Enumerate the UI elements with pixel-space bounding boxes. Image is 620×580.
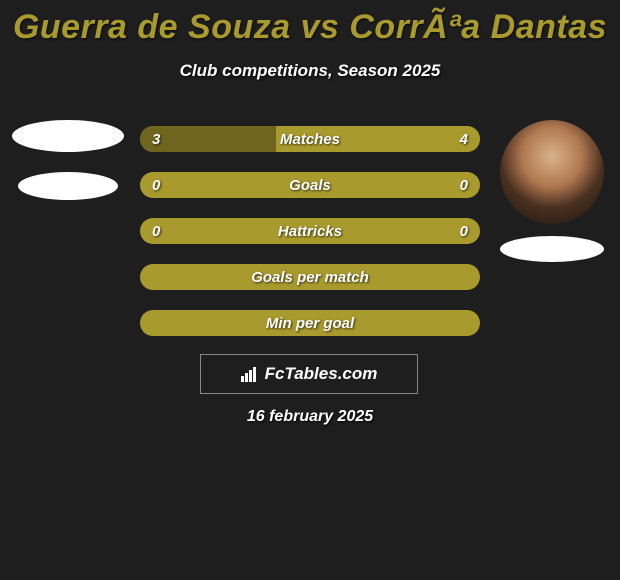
date-text: 16 february 2025: [0, 408, 620, 426]
stat-row-goals-per-match: Goals per match: [140, 264, 480, 290]
stat-label: Matches: [140, 126, 480, 152]
subtitle: Club competitions, Season 2025: [0, 61, 620, 81]
right-player-avatar: [500, 120, 604, 224]
stat-label: Hattricks: [140, 218, 480, 244]
stat-row-goals: 0 Goals 0: [140, 172, 480, 198]
stat-row-min-per-goal: Min per goal: [140, 310, 480, 336]
chart-icon: [241, 366, 261, 382]
stat-label: Goals per match: [140, 264, 480, 290]
brand-box: FcTables.com: [200, 354, 418, 394]
stat-row-hattricks: 0 Hattricks 0: [140, 218, 480, 244]
stat-right-value: 0: [460, 218, 468, 244]
brand-text: FcTables.com: [265, 364, 378, 384]
right-player-column: [492, 120, 612, 262]
stat-row-matches: 3 Matches 4: [140, 126, 480, 152]
stat-label: Goals: [140, 172, 480, 198]
stat-label: Min per goal: [140, 310, 480, 336]
left-player-club-ellipse: [18, 172, 118, 200]
stat-right-value: 0: [460, 172, 468, 198]
page-title: Guerra de Souza vs CorrÃªa Dantas: [0, 0, 620, 47]
left-player-name-ellipse: [12, 120, 124, 152]
left-player-column: [8, 120, 128, 200]
stat-right-value: 4: [460, 126, 468, 152]
stats-container: 3 Matches 4 0 Goals 0 0 Hattricks 0 Goal…: [140, 126, 480, 356]
right-player-name-ellipse: [500, 236, 604, 262]
